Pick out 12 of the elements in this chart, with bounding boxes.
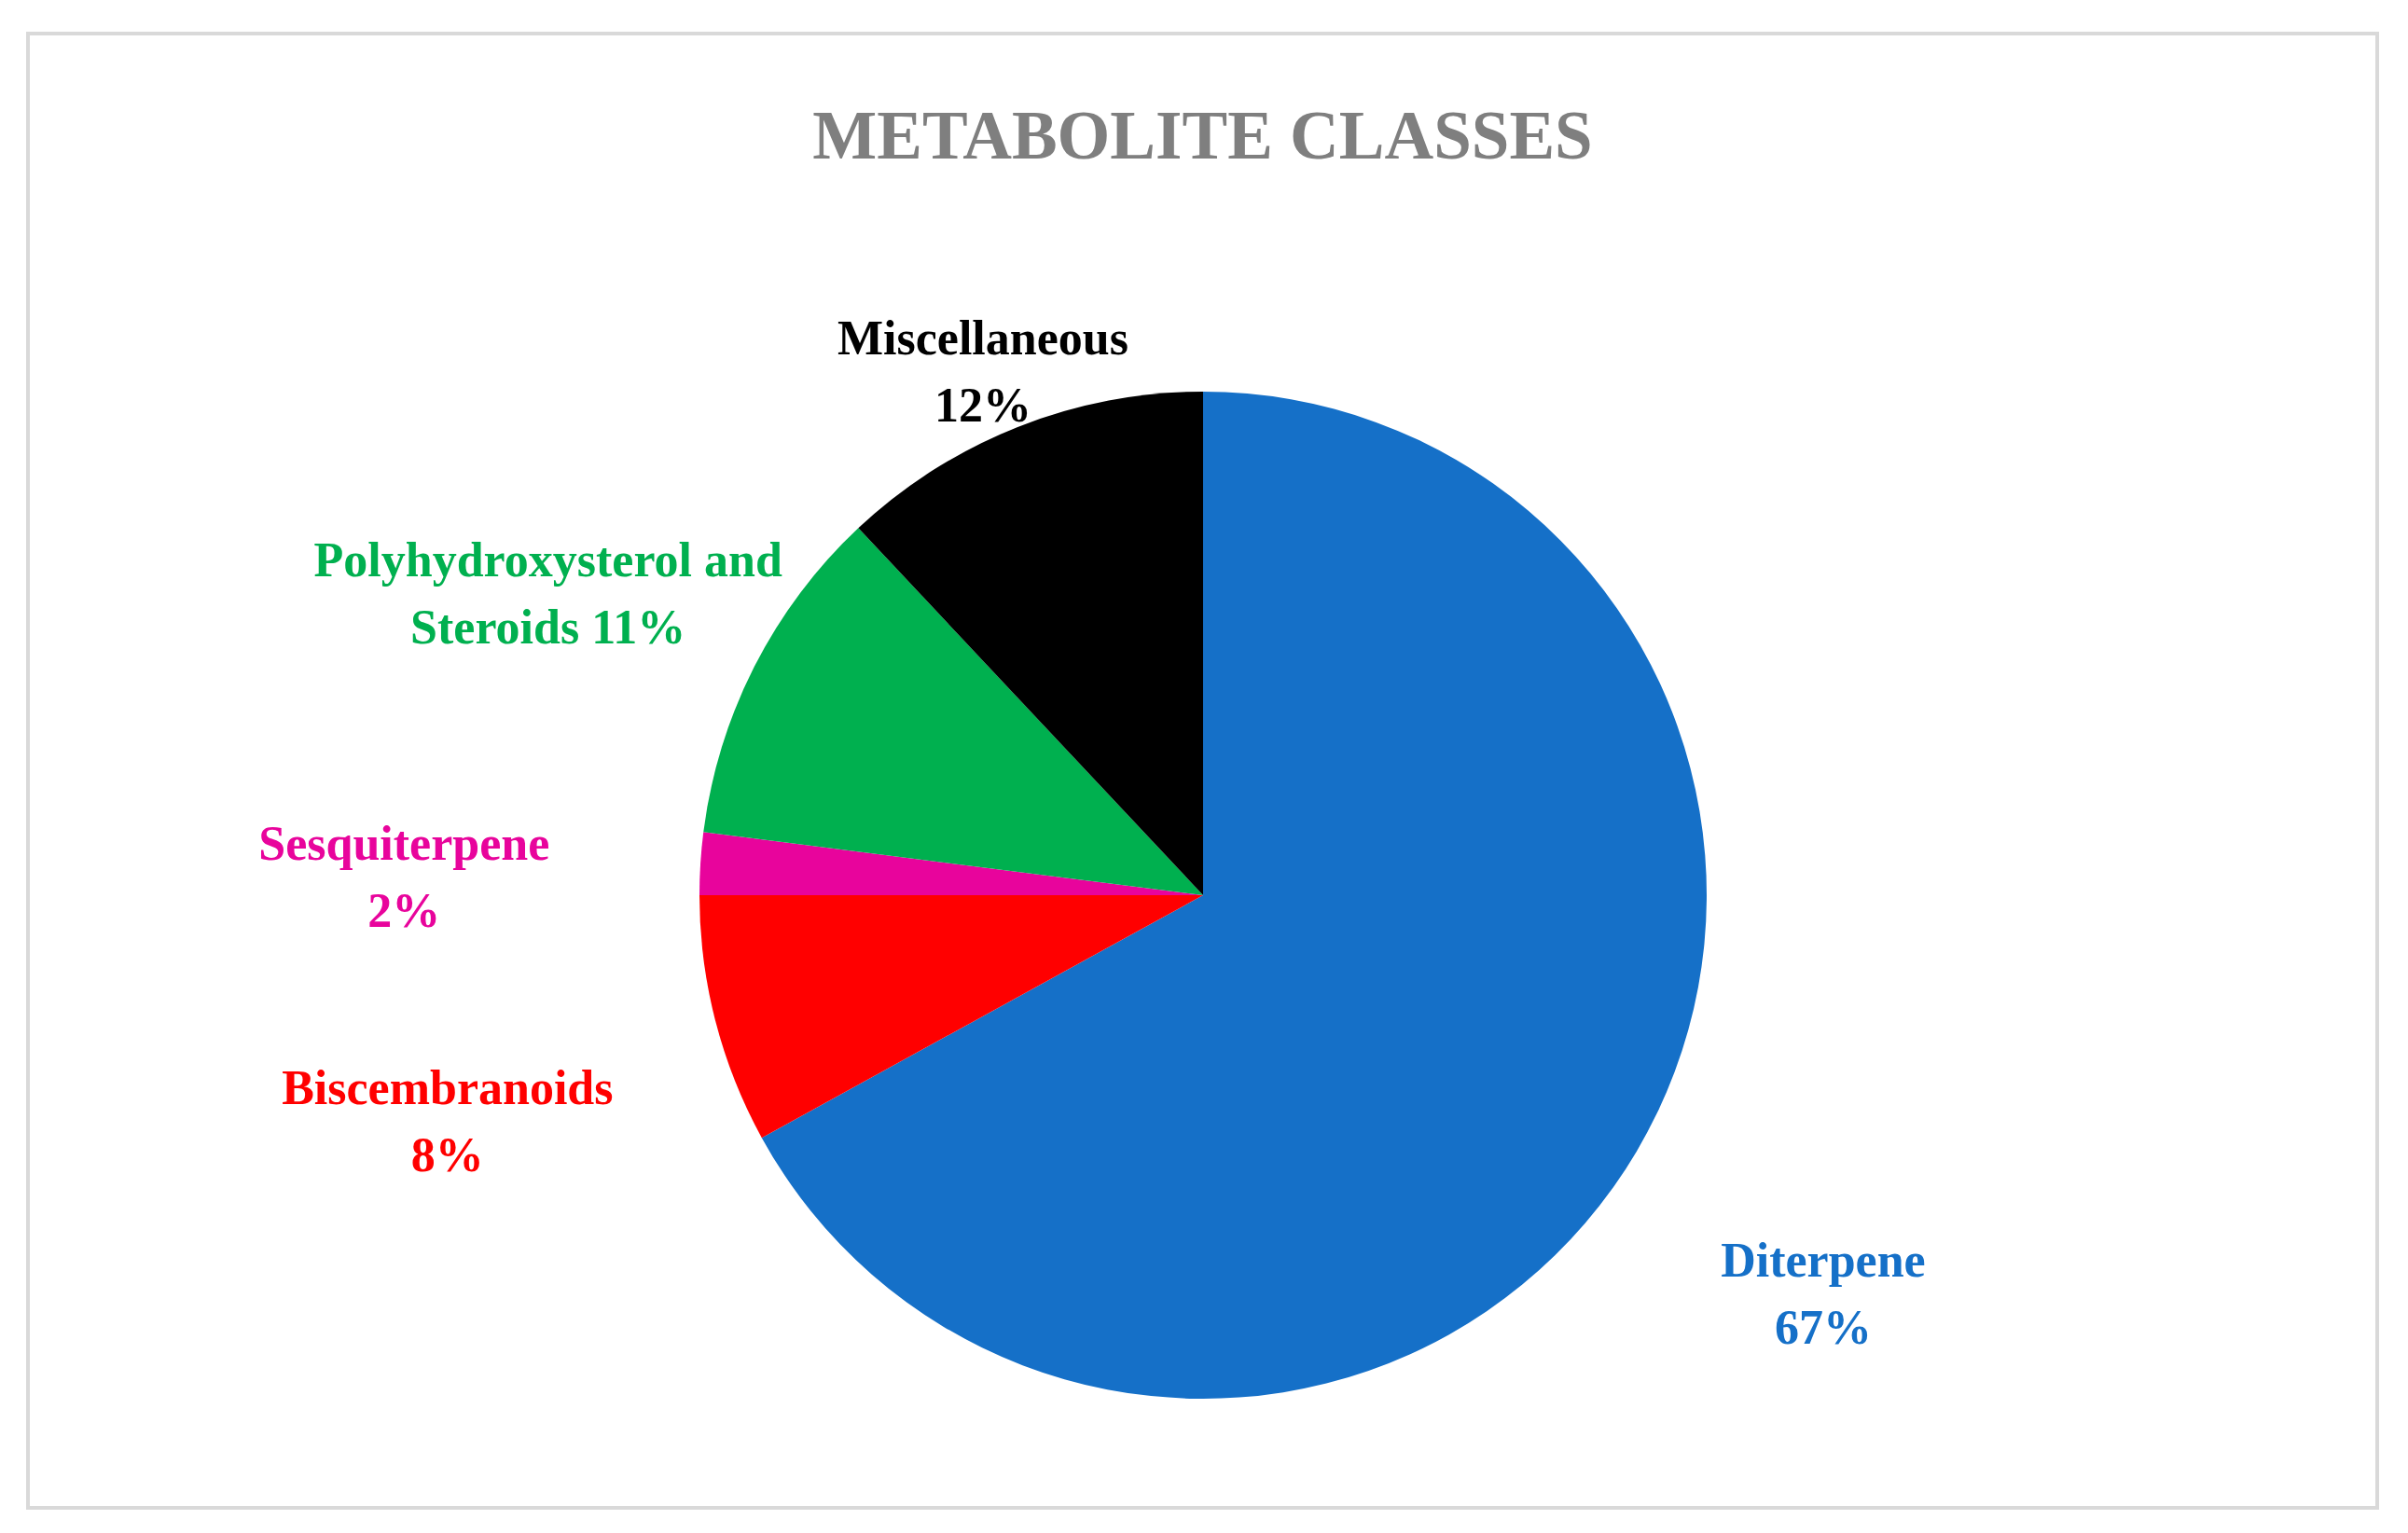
data-label: 8%: [410, 1128, 484, 1182]
slice-label: Sesquiterpene: [258, 817, 550, 871]
slice-label: Biscembranoids: [282, 1061, 614, 1115]
data-label: 67%: [1774, 1301, 1872, 1355]
pie-slice: [703, 528, 1203, 895]
slice-label: Polyhydroxysterol and Steroids 11%: [313, 533, 782, 655]
chart-title: METABOLITE CLASSES: [812, 98, 1593, 173]
data-label: 12%: [934, 378, 1031, 432]
slice-label: Miscellaneous: [837, 311, 1128, 365]
pie-slice: [699, 895, 1203, 1139]
slice-label: Diterpene: [1721, 1234, 1926, 1288]
data-label: 2%: [367, 884, 441, 938]
